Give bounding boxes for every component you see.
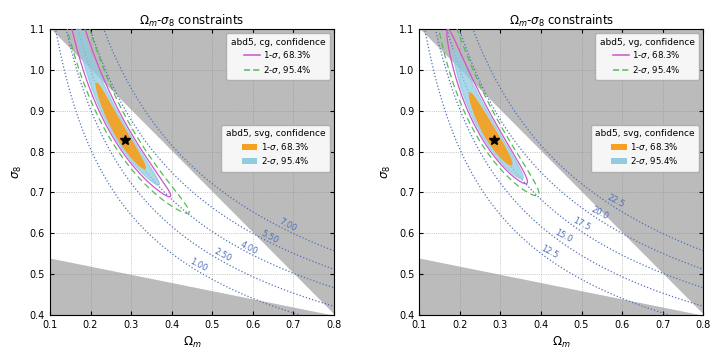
Y-axis label: $\sigma_8$: $\sigma_8$: [11, 165, 24, 179]
Text: 7.00: 7.00: [277, 217, 298, 234]
Title: $\Omega_m$-$\sigma_8$ constraints: $\Omega_m$-$\sigma_8$ constraints: [139, 13, 245, 29]
Text: 1.00: 1.00: [188, 257, 208, 273]
Polygon shape: [50, 29, 334, 315]
Text: 12.5: 12.5: [539, 244, 559, 260]
X-axis label: $\Omega_m$: $\Omega_m$: [183, 335, 201, 350]
Legend: 1-$\sigma$, 68.3%, 2-$\sigma$, 95.4%: 1-$\sigma$, 68.3%, 2-$\sigma$, 95.4%: [221, 125, 330, 172]
Text: 22.5: 22.5: [606, 193, 626, 210]
Text: 15.0: 15.0: [553, 228, 573, 244]
Polygon shape: [76, 21, 159, 185]
Polygon shape: [419, 29, 703, 315]
Text: 17.5: 17.5: [571, 216, 592, 233]
Title: $\Omega_m$-$\sigma_8$ constraints: $\Omega_m$-$\sigma_8$ constraints: [508, 13, 614, 29]
Text: 4.00: 4.00: [238, 239, 259, 256]
Polygon shape: [96, 83, 145, 168]
Legend: 1-$\sigma$, 68.3%, 2-$\sigma$, 95.4%: 1-$\sigma$, 68.3%, 2-$\sigma$, 95.4%: [590, 125, 699, 172]
Text: 5.50: 5.50: [259, 228, 279, 245]
Polygon shape: [453, 49, 523, 179]
X-axis label: $\Omega_m$: $\Omega_m$: [552, 335, 570, 350]
Y-axis label: $\sigma_8$: $\sigma_8$: [381, 165, 393, 179]
Text: 20.0: 20.0: [590, 205, 610, 222]
Text: 2.50: 2.50: [212, 247, 233, 264]
Polygon shape: [469, 93, 512, 165]
